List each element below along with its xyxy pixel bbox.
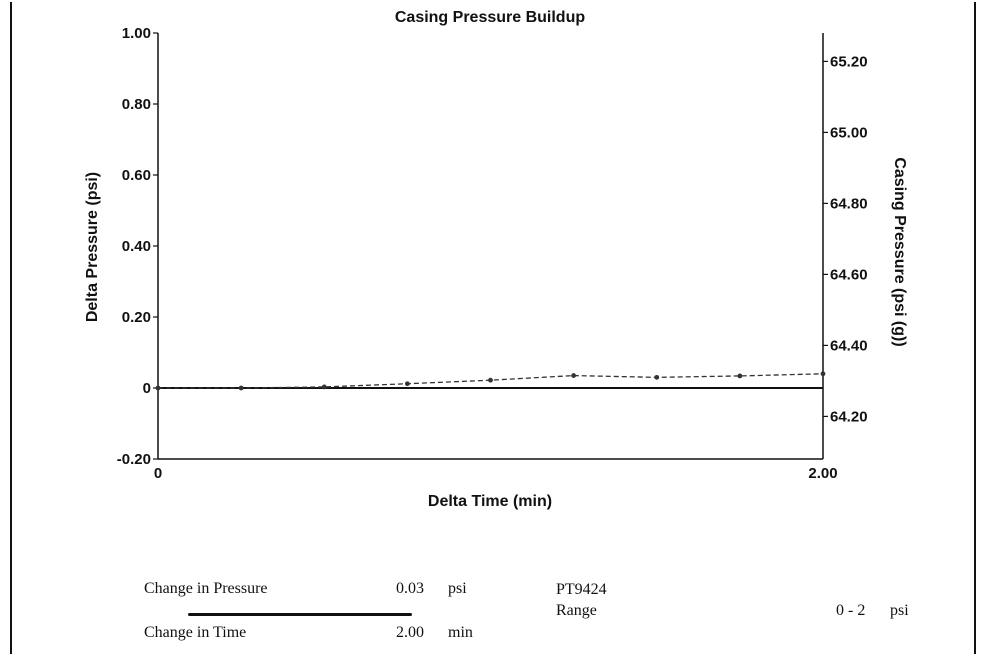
y2-axis-title: Casing Pressure (psi (g)) (891, 157, 908, 346)
range-label: Range (556, 602, 597, 619)
chart-frame (10, 2, 976, 654)
range-value: 0 - 2 (836, 602, 866, 619)
data-point (155, 385, 161, 391)
x-tick-label: 2.00 (808, 465, 837, 482)
y2-tick-label: 64.80 (830, 195, 868, 212)
y-tick-label: 0 (143, 380, 151, 397)
y2-tick-label: 65.00 (830, 124, 868, 141)
data-point (238, 385, 244, 391)
y-tick-label: 0.60 (122, 167, 151, 184)
data-point (404, 381, 410, 387)
data-point (571, 373, 577, 378)
summary-divider (188, 613, 412, 616)
y-tick-label: 0.40 (122, 238, 151, 255)
y-tick-label: 0.20 (122, 309, 151, 326)
y2-tick-label: 64.20 (830, 408, 868, 425)
y-tick-label: 1.00 (122, 25, 151, 42)
time-change-value: 2.00 (396, 624, 424, 641)
data-point (654, 374, 660, 380)
pressure-change-value: 0.03 (396, 580, 424, 597)
x-tick-label: 0 (154, 465, 162, 482)
data-point (820, 371, 826, 377)
data-point (488, 377, 493, 383)
range-unit: psi (890, 602, 909, 619)
pressure-change-label: Change in Pressure (144, 580, 268, 597)
y-tick-label: 0.80 (122, 96, 151, 113)
y2-tick-label: 64.40 (830, 337, 868, 354)
time-change-label: Change in Time (144, 624, 247, 641)
chart-title: Casing Pressure Buildup (395, 9, 585, 26)
data-point (321, 384, 327, 390)
instrument-tag: PT9424 (556, 581, 607, 598)
time-change-unit: min (448, 624, 473, 641)
y2-tick-label: 65.20 (830, 53, 868, 70)
y2-tick-label: 64.60 (830, 266, 868, 283)
x-axis-title: Delta Time (min) (428, 493, 552, 510)
data-point (737, 373, 743, 379)
y-tick-label: -0.20 (117, 451, 151, 468)
pressure-change-unit: psi (448, 580, 467, 597)
y-axis-title: Delta Pressure (psi) (84, 172, 101, 322)
